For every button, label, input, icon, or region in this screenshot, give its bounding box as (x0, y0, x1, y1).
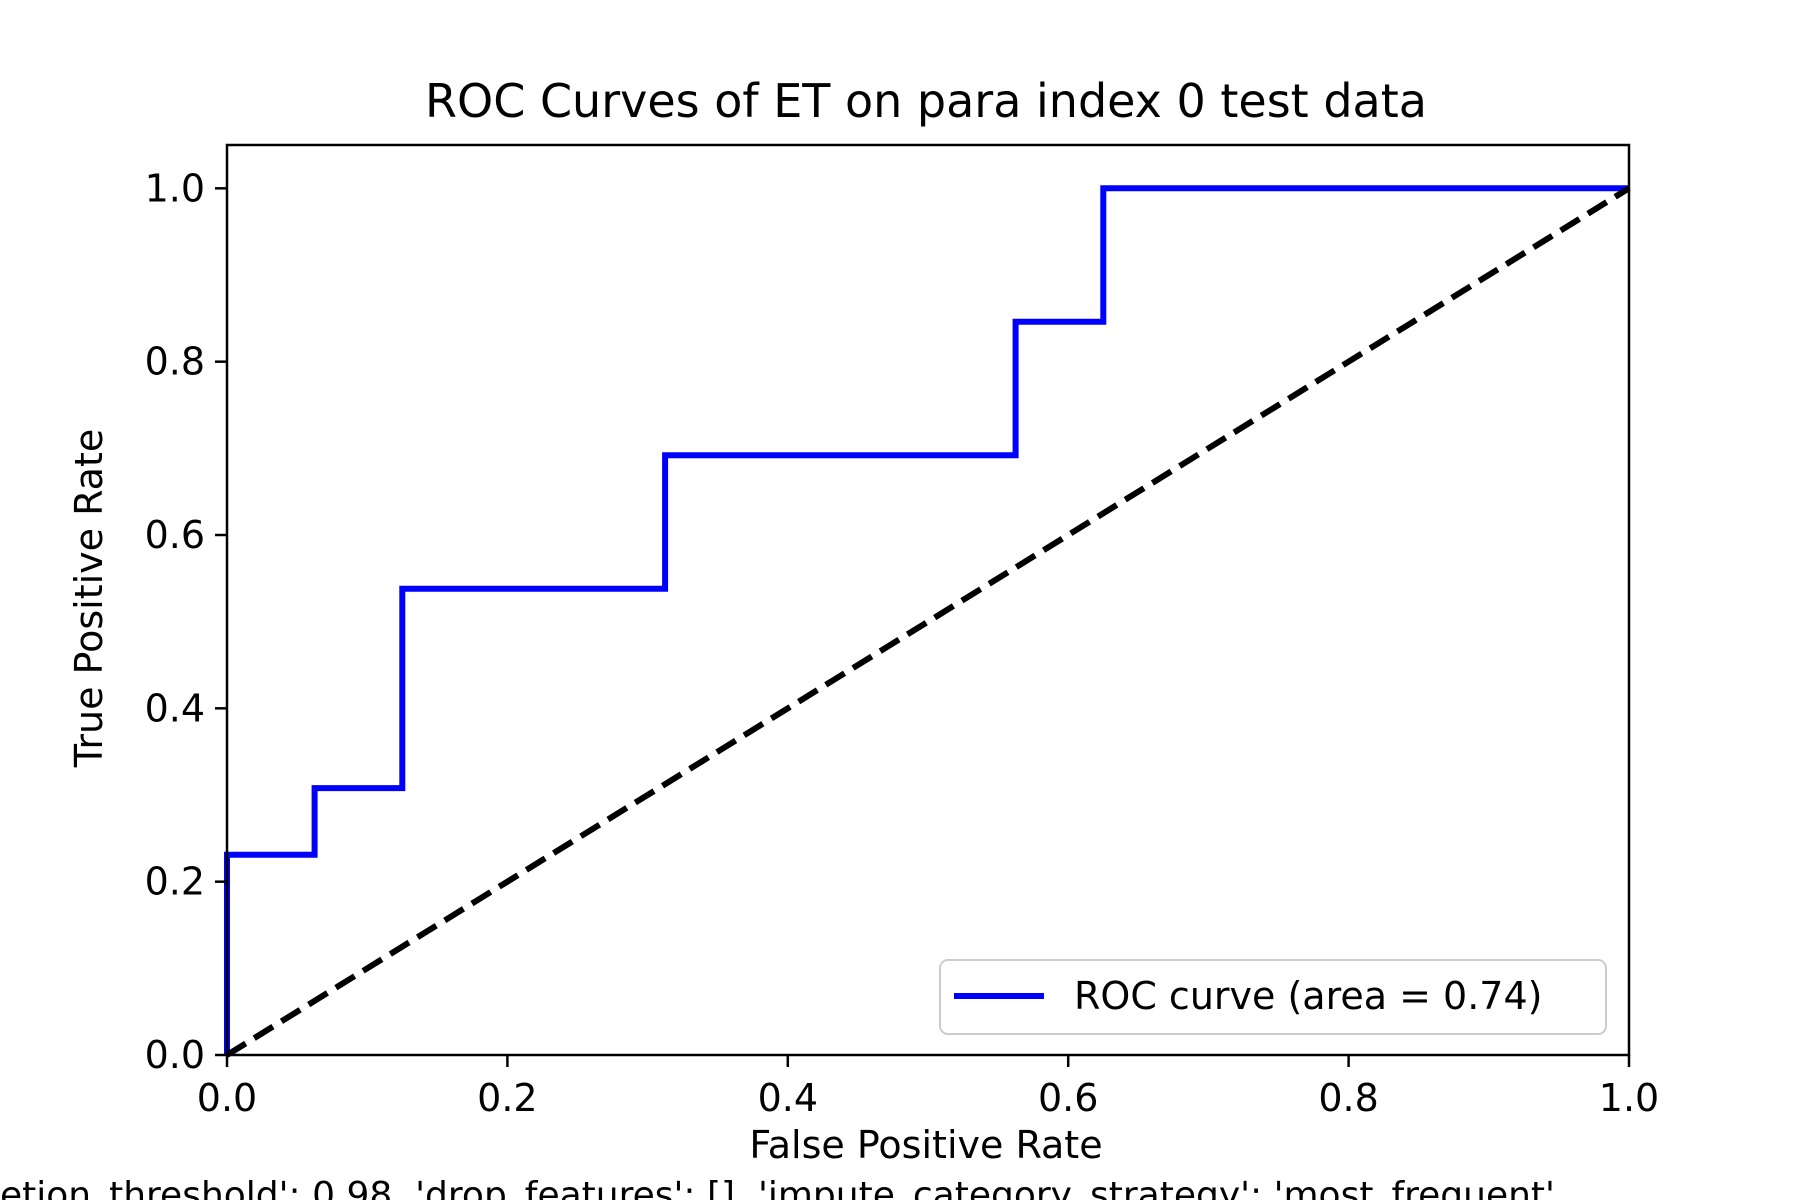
x-tick-label: 0.0 (197, 1076, 257, 1120)
x-tick-label: 0.2 (477, 1076, 537, 1120)
x-tick-label: 0.8 (1318, 1076, 1378, 1120)
caption-text: etion_threshold': 0.98, 'drop_features':… (0, 1175, 1555, 1200)
y-tick-label: 0.8 (145, 340, 205, 384)
chart-title: ROC Curves of ET on para index 0 test da… (425, 74, 1427, 128)
x-tick-label: 1.0 (1599, 1076, 1659, 1120)
axis-ticks: 0.0 0.2 0.4 0.6 0.8 1.0 0.0 0.2 0.4 0.6 0.8 1.0 (145, 166, 1660, 1120)
y-tick-label: 0.6 (145, 513, 205, 557)
y-tick-label: 0.4 (145, 686, 205, 730)
legend-box (939, 959, 1607, 1035)
x-axis-label: False Positive Rate (749, 1123, 1102, 1167)
y-tick-label: 0.2 (145, 860, 205, 904)
plot-area (224, 185, 1631, 1058)
roc-curve-line (224, 185, 1629, 1055)
y-tick-label: 0.0 (145, 1033, 205, 1077)
y-tick-label: 1.0 (145, 166, 205, 210)
legend: ROC curve (area = 0.74) (939, 959, 1607, 1035)
y-axis-label: True Positive Rate (67, 429, 111, 769)
chance-diagonal-line (225, 185, 1631, 1058)
x-tick-label: 0.4 (758, 1076, 818, 1120)
axes-frame (225, 143, 1631, 1057)
legend-label-roc: ROC curve (area = 0.74) (1074, 974, 1542, 1018)
x-tick-label: 0.6 (1038, 1076, 1098, 1120)
